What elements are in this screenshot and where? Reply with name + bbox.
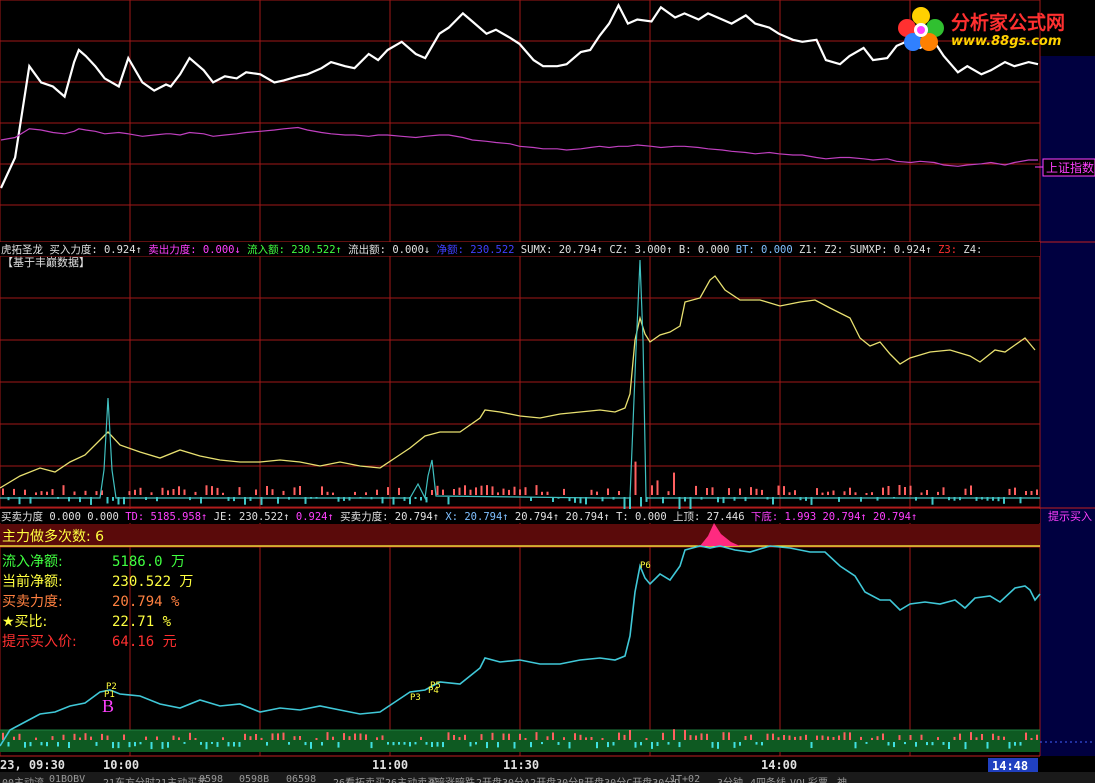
- panel3-header: 买卖力度 0.000 0.000 TD: 5185.958↑ JE: 230.5…: [1, 510, 917, 523]
- formula-tab-8[interactable]: 2开盘30分A2开盘30分B开盘30分C开盘30分D: [476, 774, 680, 783]
- formula-tab-6[interactable]: 26看拓卖买26主动卖买: [333, 774, 437, 783]
- p3-header-item-14: 20.794↑: [867, 511, 918, 523]
- p2-header-item-4: 流出额: 0.000↓: [342, 243, 430, 256]
- info-value-1: 230.522 万: [112, 574, 193, 590]
- marker-p2: P2: [106, 682, 117, 692]
- banner-bar: [0, 524, 1040, 546]
- p3-header-item-0: 买卖力度: [1, 510, 43, 523]
- formula-tab-12[interactable]: VOL彩票: [790, 774, 828, 783]
- info-label-3: ★买比:: [2, 614, 47, 630]
- formula-tab-0[interactable]: 00主动流: [2, 774, 44, 783]
- marker-p6: P6: [640, 561, 651, 571]
- info-label-1: 当前净额:: [2, 573, 63, 590]
- info-label-2: 买卖力度:: [2, 594, 63, 610]
- formula-tab-9[interactable]: 1T+02: [670, 774, 701, 783]
- p3-header-item-9: 20.794↑: [559, 511, 610, 523]
- info-label-0: 流入净额:: [2, 554, 63, 570]
- current-time: 14:48: [992, 759, 1028, 773]
- logo-title: 分析家公式网: [951, 12, 1066, 34]
- p3-header-item-11: 上顶: 27.446: [667, 511, 745, 523]
- formula-tab-1[interactable]: 01BOBV: [49, 774, 86, 783]
- buy-hint-label: 提示买入: [1048, 510, 1092, 523]
- formula-tabs-strip: 00主动流 01BOBV 21东方分时21主动买卖0598 0598B 06598 26看…: [0, 772, 1095, 783]
- p3-header-item-4: JE: 230.522↑: [207, 511, 289, 523]
- p3-header-item-12: 下底: 1.993: [745, 510, 817, 523]
- info-value-0: 5186.0 万: [112, 554, 185, 570]
- momentum-line: [0, 545, 1041, 747]
- formula-tab-4[interactable]: 0598B: [239, 774, 270, 783]
- panel3-volume-bars: [2, 729, 1038, 750]
- info-value-4: 64.16 元: [112, 634, 177, 650]
- p2-header-item-6: SUMX: 20.794↑: [514, 244, 603, 256]
- main-force-count: 主力做多次数: 6: [2, 528, 104, 545]
- p3-header-item-7: X: 20.794↑: [439, 511, 509, 523]
- p2-header-item-10: Z1:: [793, 244, 818, 256]
- p2-header-item-14: Z4:: [957, 244, 982, 256]
- p2-header-item-3: 流入额: 230.522↑: [241, 243, 342, 256]
- p2-header-item-0: 虎拓圣龙: [1, 243, 43, 256]
- marker-p5: P5: [430, 681, 441, 691]
- inflow-line: [0, 275, 1036, 489]
- spike-line: [0, 259, 1040, 501]
- formula-tab-2[interactable]: 21东方分时21主动买卖: [103, 774, 207, 783]
- index-line: [0, 126, 1038, 167]
- flower-logo-icon: [898, 7, 944, 51]
- index-label: 上证指数: [1046, 160, 1094, 175]
- logo-url: www.88gs.com: [951, 34, 1062, 49]
- p2-header-item-11: Z2:: [818, 244, 843, 256]
- p3-header-item-13: 20.794↑: [816, 511, 867, 523]
- p3-header-item-2: 0.000: [81, 511, 119, 523]
- time-axis-start: 23, 09:30: [0, 758, 65, 772]
- time-tick-1130: 11:30: [503, 758, 539, 772]
- p2-header-item-2: 卖出力度: 0.000↓: [142, 243, 241, 256]
- p3-header-item-8: 20.794↑: [509, 511, 560, 523]
- time-tick-1100: 11:00: [372, 758, 408, 772]
- info-value-2: 20.794 %: [112, 594, 180, 610]
- info-label-4: 提示买入价:: [2, 634, 77, 650]
- formula-tab-10[interactable]: 3分钟: [717, 774, 743, 783]
- p3-header-item-6: 买卖力度: 20.794↑: [334, 510, 439, 523]
- marker-p4: P4: [428, 686, 439, 696]
- formula-tab-13[interactable]: 神: [837, 774, 847, 783]
- p3-header-item-3: TD: 5185.958↑: [119, 511, 208, 523]
- formula-tab-11[interactable]: 4四条线: [750, 774, 786, 783]
- time-tick-1400: 14:00: [761, 758, 797, 772]
- formula-tab-5[interactable]: 06598: [286, 774, 317, 783]
- p2-header-item-9: BT: 0.000: [729, 244, 792, 256]
- price-line: [0, 2, 1039, 189]
- marker-p3: P3: [410, 693, 421, 703]
- time-tick-1000: 10:00: [103, 758, 139, 772]
- p3-header-item-1: 0.000: [43, 511, 81, 523]
- info-value-3: 22.71 %: [112, 614, 172, 630]
- p2-header-item-5: 净额: 230.522: [430, 243, 514, 256]
- top-peak-shape: [700, 523, 740, 546]
- formula-tab-7[interactable]: 0暗涨暗跌: [429, 774, 475, 783]
- marker-b: B: [102, 696, 114, 716]
- p3-header-item-5: 0.924↑: [290, 511, 334, 523]
- p2-header-item-13: Z3:: [932, 244, 957, 256]
- p2-header-item-1: 买入力度: 0.924↑: [43, 243, 142, 256]
- p3-header-item-10: T: 0.000: [610, 511, 667, 523]
- panel2-header: 虎拓圣龙 买入力度: 0.924↑ 卖出力度: 0.000↓ 流入额: 230.…: [1, 243, 982, 256]
- site-logo[interactable]: 分析家公式网 www.88gs.com: [893, 2, 1093, 56]
- formula-tab-3[interactable]: 0598: [199, 774, 224, 783]
- marker-p1: P1: [104, 690, 115, 700]
- panel2-subtitle: 【基于丰巅数据】: [2, 255, 90, 269]
- green-bar: [0, 730, 1040, 752]
- p2-header-item-8: B: 0.000: [673, 244, 730, 256]
- p2-header-item-12: SUMXP: 0.924↑: [843, 244, 932, 256]
- p2-header-item-7: CZ: 3.000↑: [603, 244, 673, 256]
